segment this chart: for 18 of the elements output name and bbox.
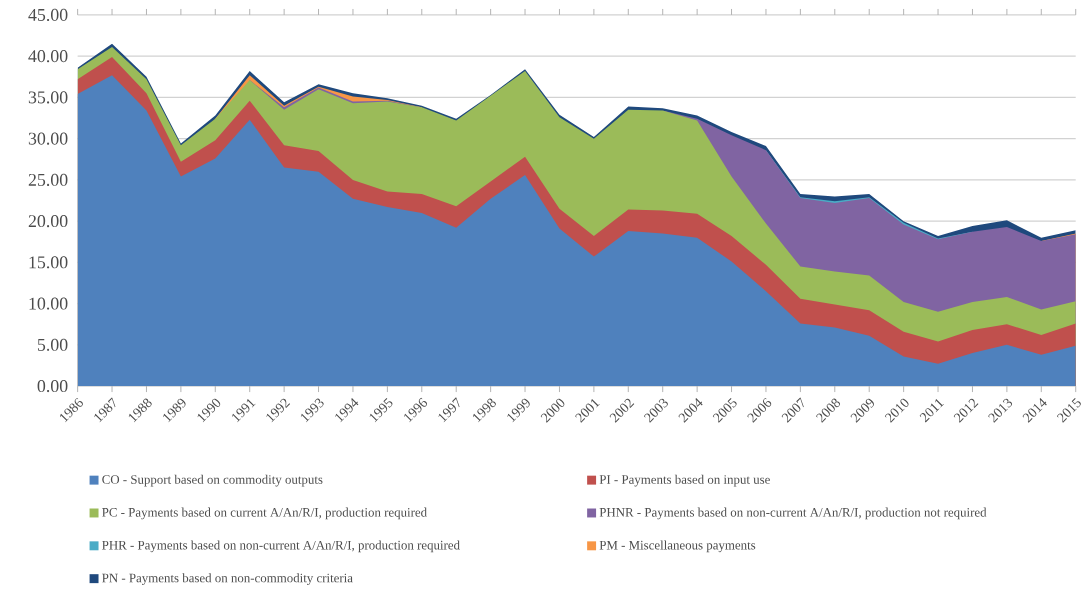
legend-label: CO - Support based on commodity outputs <box>102 474 323 487</box>
legend-label: PHR - Payments based on non-current A/An/R/I, production required <box>102 540 460 553</box>
legend-label: PN - Payments based on non-commodity criteria <box>102 573 353 585</box>
legend-label: PI - Payments based on input use <box>599 474 770 487</box>
y-tick-label: 25.00 <box>28 173 68 186</box>
legend-label: PC - Payments based on current A/An/R/I, production required <box>102 507 427 520</box>
legend-label: PHNR - Payments based on non-current A/An/R/I, production not required <box>599 507 987 520</box>
y-tick-label: 10.00 <box>29 297 68 310</box>
y-tick-label: 30.00 <box>28 132 68 145</box>
y-tick-label: 15.00 <box>29 256 68 269</box>
y-tick-label: 20.00 <box>28 215 68 228</box>
legend-label: PM - Miscellaneous payments <box>599 540 756 553</box>
y-tick-label: 35.00 <box>28 91 68 104</box>
x-tick-label: 1991 <box>232 398 256 423</box>
y-tick-label: 0.00 <box>37 380 68 393</box>
y-tick-label: 40.00 <box>28 50 68 63</box>
y-tick-label: 5.00 <box>37 338 68 351</box>
y-tick-label: 45.00 <box>28 8 68 21</box>
